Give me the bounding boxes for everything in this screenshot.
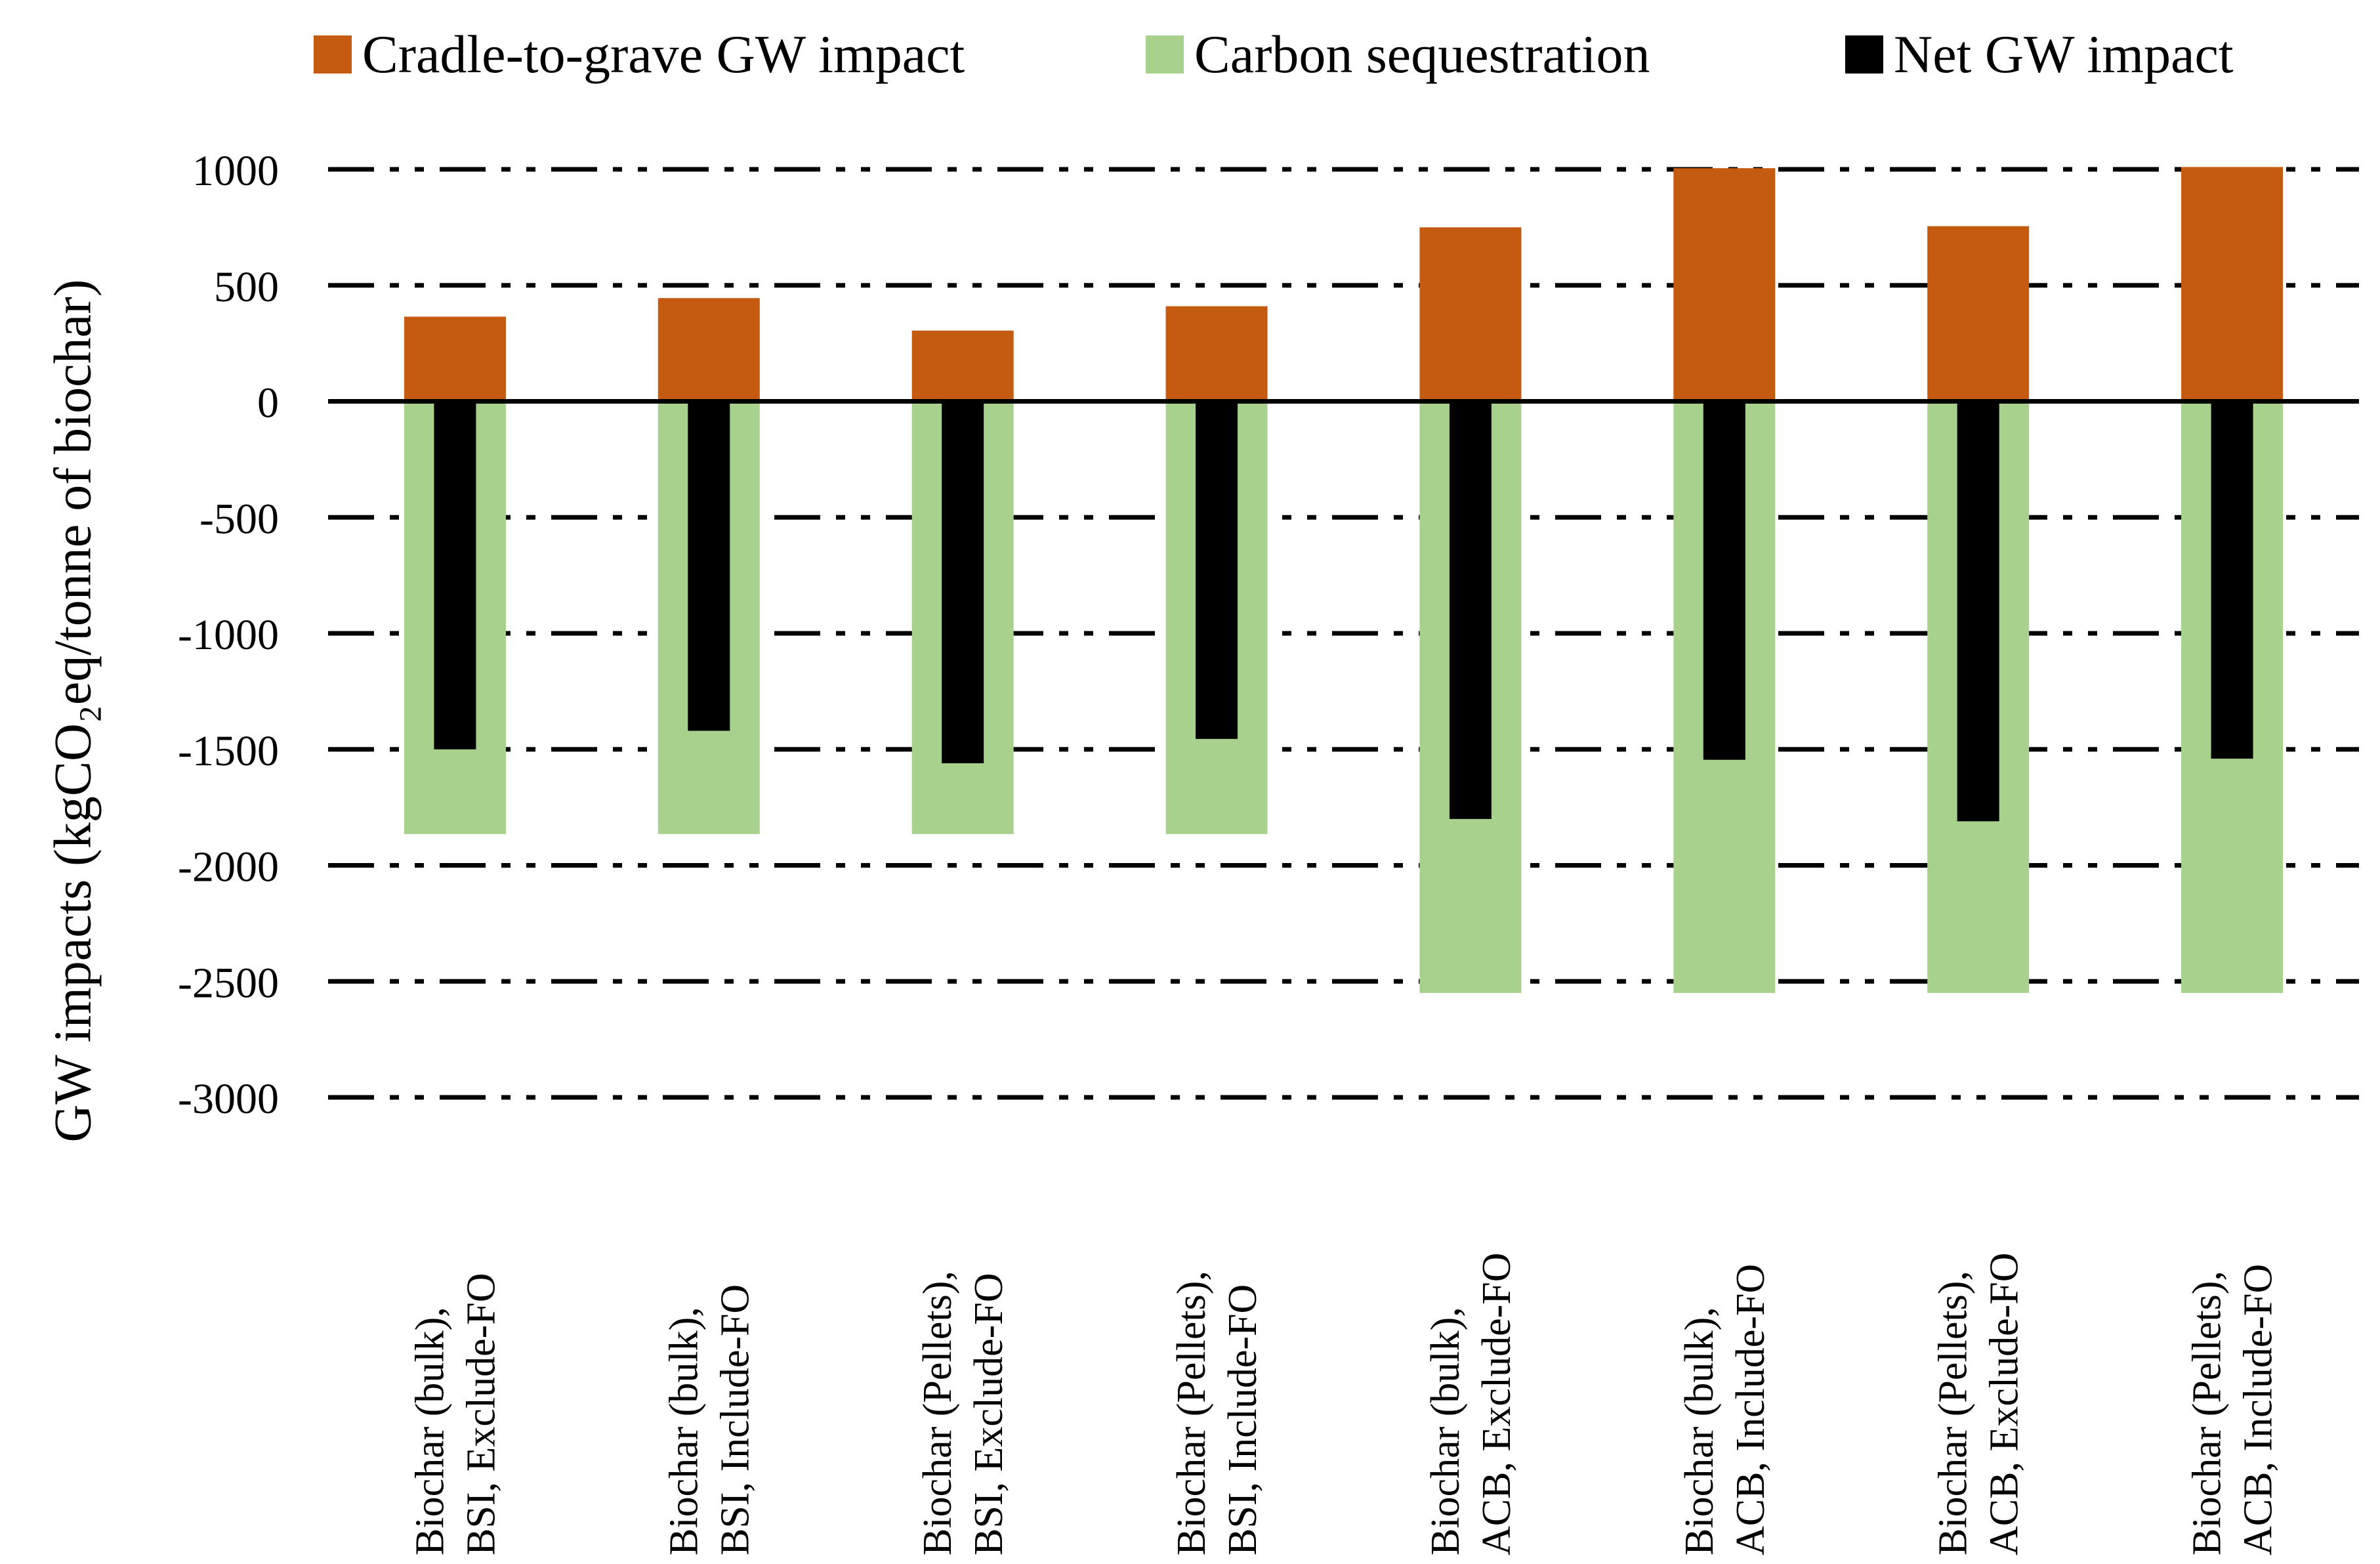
category-label-line: Biochar (Pellets),	[915, 1271, 960, 1555]
bar-cradle-to-grave	[1927, 226, 2030, 402]
category-label: Biochar (bulk), ACB, Exclude-FO	[1423, 1252, 1519, 1555]
y-tick-label: -3000	[178, 1075, 279, 1123]
y-tick-label: -2000	[178, 843, 279, 891]
bar-net-gw-impact	[942, 401, 984, 763]
category-label-line: BSI, Exclude-FO	[967, 1273, 1011, 1555]
category-label-line: Biochar (Pellets),	[1169, 1271, 1214, 1555]
bar-cradle-to-grave	[911, 330, 1014, 402]
bar-net-gw-impact	[1449, 401, 1492, 819]
category-label: Biochar (bulk), BSI, Exclude-FO	[407, 1273, 503, 1555]
category-label-line: Biochar (bulk),	[1677, 1307, 1722, 1555]
category-label: Biochar (Pellets), ACB, Include-FO	[2185, 1264, 2281, 1555]
legend-label-sequestration: Carbon sequestration	[1194, 24, 1650, 84]
category-label-line: ACB, Exclude-FO	[1982, 1252, 2027, 1555]
bar-cradle-to-grave	[1165, 306, 1268, 402]
category-label-line: Biochar (bulk),	[661, 1307, 706, 1555]
legend-item-net: Net GW impact	[1845, 18, 2234, 91]
y-tick-label: -2500	[178, 959, 279, 1007]
category-label: Biochar (Pellets), BSI, Exclude-FO	[915, 1271, 1011, 1555]
bar-net-gw-impact	[2211, 401, 2253, 759]
legend-swatch-cradle	[314, 35, 352, 74]
y-tick-label: 0	[257, 379, 279, 427]
bar-cradle-to-grave	[404, 316, 506, 402]
bar-cradle-to-grave	[658, 298, 760, 402]
y-tick-label: 500	[214, 263, 279, 311]
legend-label-cradle: Cradle-to-grave GW impact	[362, 24, 965, 84]
bar-net-gw-impact	[688, 401, 730, 731]
y-tick-label: -500	[199, 495, 279, 543]
bar-net-gw-impact	[1196, 401, 1238, 739]
y-tick-label: 1000	[192, 147, 279, 195]
bar-net-gw-impact	[1703, 401, 1745, 760]
bar-cradle-to-grave	[1419, 227, 1522, 402]
y-tick-label: -1500	[178, 727, 279, 775]
legend-swatch-sequestration	[1146, 35, 1184, 74]
category-label: Biochar (bulk), ACB, Include-FO	[1677, 1264, 1773, 1555]
category-label-line: BSI, Include-FO	[713, 1284, 757, 1555]
legend-item-cradle: Cradle-to-grave GW impact	[314, 18, 965, 91]
category-label-line: Biochar (bulk),	[407, 1307, 452, 1555]
category-label: Biochar (Pellets), ACB, Exclude-FO	[1931, 1252, 2027, 1555]
bar-cradle-to-grave	[1673, 168, 1776, 402]
category-label: Biochar (Pellets), BSI, Include-FO	[1169, 1271, 1265, 1555]
bar-net-gw-impact	[1957, 401, 1999, 822]
category-label-line: ACB, Include-FO	[2236, 1264, 2281, 1555]
category-label-line: Biochar (Pellets),	[2185, 1271, 2230, 1555]
category-label-line: BSI, Exclude-FO	[459, 1273, 503, 1555]
category-label-line: ACB, Exclude-FO	[1474, 1252, 1519, 1555]
legend-label-net: Net GW impact	[1894, 24, 2234, 84]
y-tick-label: -1000	[178, 611, 279, 659]
legend-item-sequestration: Carbon sequestration	[1146, 18, 1650, 91]
category-label-line: BSI, Include-FO	[1221, 1284, 1265, 1555]
legend-swatch-net	[1845, 35, 1883, 74]
category-label-line: Biochar (Pellets),	[1931, 1271, 1976, 1555]
category-label-line: Biochar (bulk),	[1423, 1307, 1468, 1555]
bar-cradle-to-grave	[2181, 167, 2284, 402]
category-label-line: ACB, Include-FO	[1728, 1264, 1773, 1555]
bar-net-gw-impact	[434, 401, 476, 750]
category-label: Biochar (bulk), BSI, Include-FO	[661, 1284, 757, 1555]
